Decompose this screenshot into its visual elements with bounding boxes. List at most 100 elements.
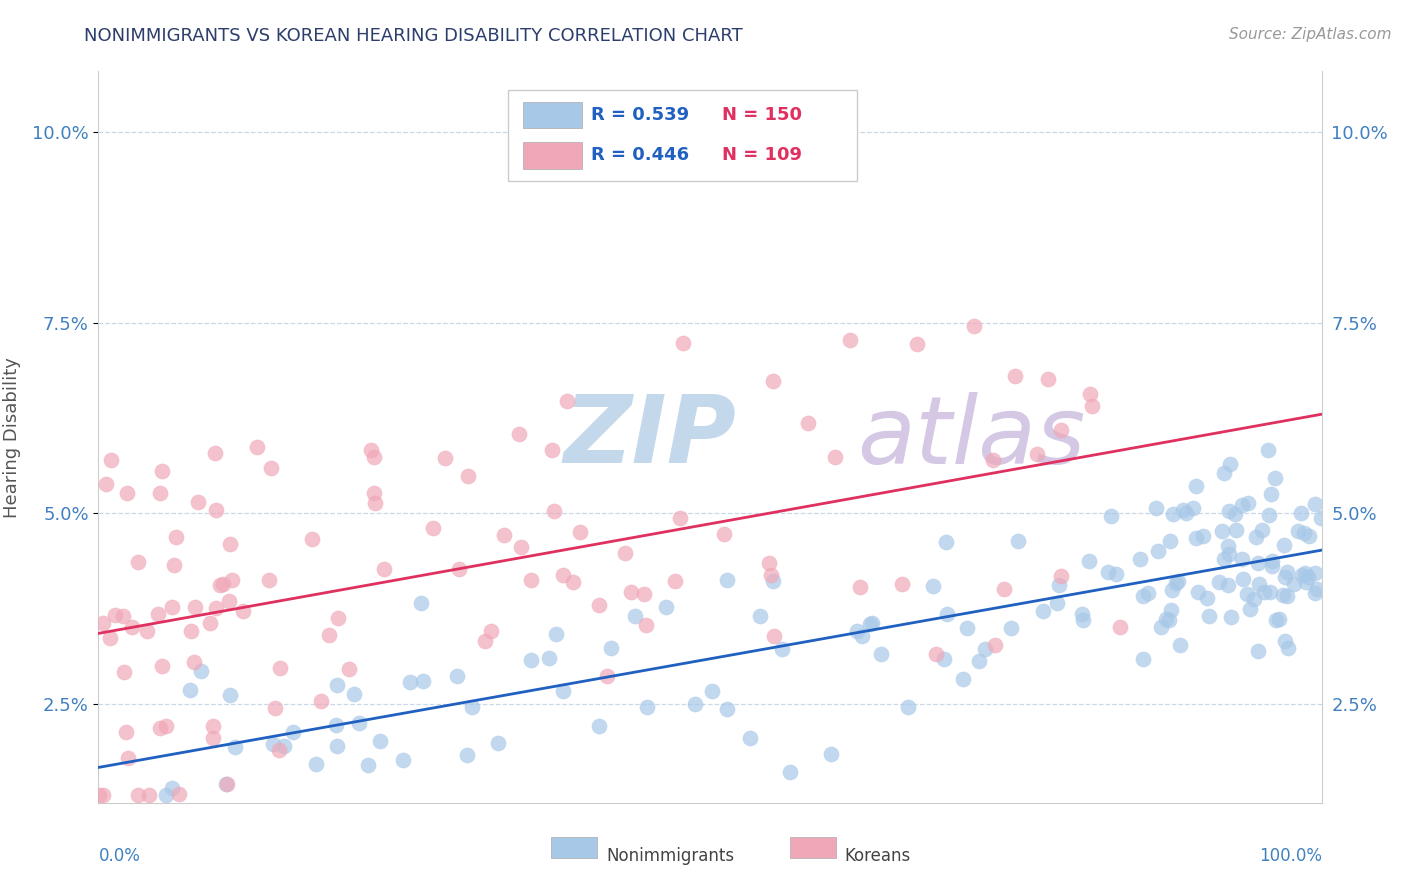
Point <box>1167 574 1189 588</box>
Point <box>1004 368 1026 383</box>
Point <box>1218 504 1240 518</box>
Point <box>1264 613 1286 627</box>
Point <box>104 608 127 623</box>
Point <box>510 540 533 554</box>
Point <box>613 545 636 559</box>
Point <box>326 739 349 753</box>
Point <box>1294 566 1316 580</box>
Point <box>851 629 873 643</box>
Point <box>891 576 914 591</box>
Point <box>588 718 610 732</box>
Point <box>1071 607 1094 621</box>
Point <box>115 486 138 500</box>
Point <box>824 450 846 464</box>
Point <box>257 573 280 587</box>
Point <box>1219 610 1241 624</box>
Point <box>100 453 122 467</box>
Point <box>1197 591 1219 606</box>
Point <box>115 724 138 739</box>
Point <box>204 446 226 460</box>
Point <box>1243 591 1265 606</box>
Text: N = 150: N = 150 <box>723 106 803 124</box>
Point <box>870 647 893 661</box>
Point <box>1213 551 1236 566</box>
Point <box>434 450 457 465</box>
Point <box>1274 570 1296 584</box>
Point <box>343 687 366 701</box>
Point <box>1132 652 1154 666</box>
Point <box>921 579 943 593</box>
Point <box>1232 572 1254 586</box>
Point <box>179 683 201 698</box>
Point <box>163 558 186 573</box>
Point <box>555 394 578 409</box>
Point <box>363 450 385 465</box>
Point <box>1303 497 1326 511</box>
Text: ZIP: ZIP <box>564 391 737 483</box>
Point <box>1257 443 1279 458</box>
Point <box>1168 638 1191 652</box>
Point <box>820 747 842 761</box>
Point <box>1132 590 1154 604</box>
Point <box>98 631 121 645</box>
Point <box>1218 547 1240 561</box>
Point <box>860 615 883 630</box>
Point <box>1185 531 1208 545</box>
Point <box>1047 577 1070 591</box>
Point <box>849 580 872 594</box>
Point <box>716 702 738 716</box>
Point <box>713 527 735 541</box>
Point <box>1286 524 1309 538</box>
Point <box>309 694 332 708</box>
Point <box>1078 387 1101 401</box>
Point <box>205 503 228 517</box>
Point <box>669 511 692 525</box>
Point <box>762 574 785 588</box>
Point <box>1185 478 1208 492</box>
Point <box>1154 612 1177 626</box>
Point <box>1174 507 1197 521</box>
Point <box>184 600 207 615</box>
Point <box>702 684 724 698</box>
Point <box>1071 613 1094 627</box>
Point <box>269 742 291 756</box>
Point <box>180 624 202 639</box>
Point <box>486 736 509 750</box>
Text: 100.0%: 100.0% <box>1258 847 1322 864</box>
Point <box>246 440 269 454</box>
Point <box>1161 507 1184 521</box>
Point <box>318 628 340 642</box>
Point <box>537 651 560 665</box>
Point <box>562 575 585 590</box>
Point <box>1264 471 1286 485</box>
Point <box>152 464 174 478</box>
Point <box>655 599 678 614</box>
Point <box>1046 596 1069 610</box>
Text: atlas: atlas <box>856 392 1085 483</box>
Point <box>326 678 349 692</box>
Point <box>520 573 543 587</box>
Point <box>1216 539 1239 553</box>
Point <box>1109 620 1132 634</box>
Point <box>905 337 928 351</box>
Point <box>91 615 114 630</box>
Point <box>201 719 224 733</box>
Point <box>624 609 647 624</box>
Point <box>1159 534 1181 549</box>
FancyBboxPatch shape <box>523 143 582 169</box>
Point <box>1232 498 1254 512</box>
Point <box>762 629 785 643</box>
Point <box>202 731 225 746</box>
Point <box>150 659 173 673</box>
Point <box>461 700 484 714</box>
Point <box>399 675 422 690</box>
Point <box>1277 641 1299 656</box>
Point <box>87 788 110 802</box>
Point <box>373 562 395 576</box>
Point <box>1007 534 1029 549</box>
Point <box>595 669 617 683</box>
Point <box>846 624 869 638</box>
Point <box>1261 553 1284 567</box>
Point <box>269 661 291 675</box>
Point <box>136 624 159 639</box>
